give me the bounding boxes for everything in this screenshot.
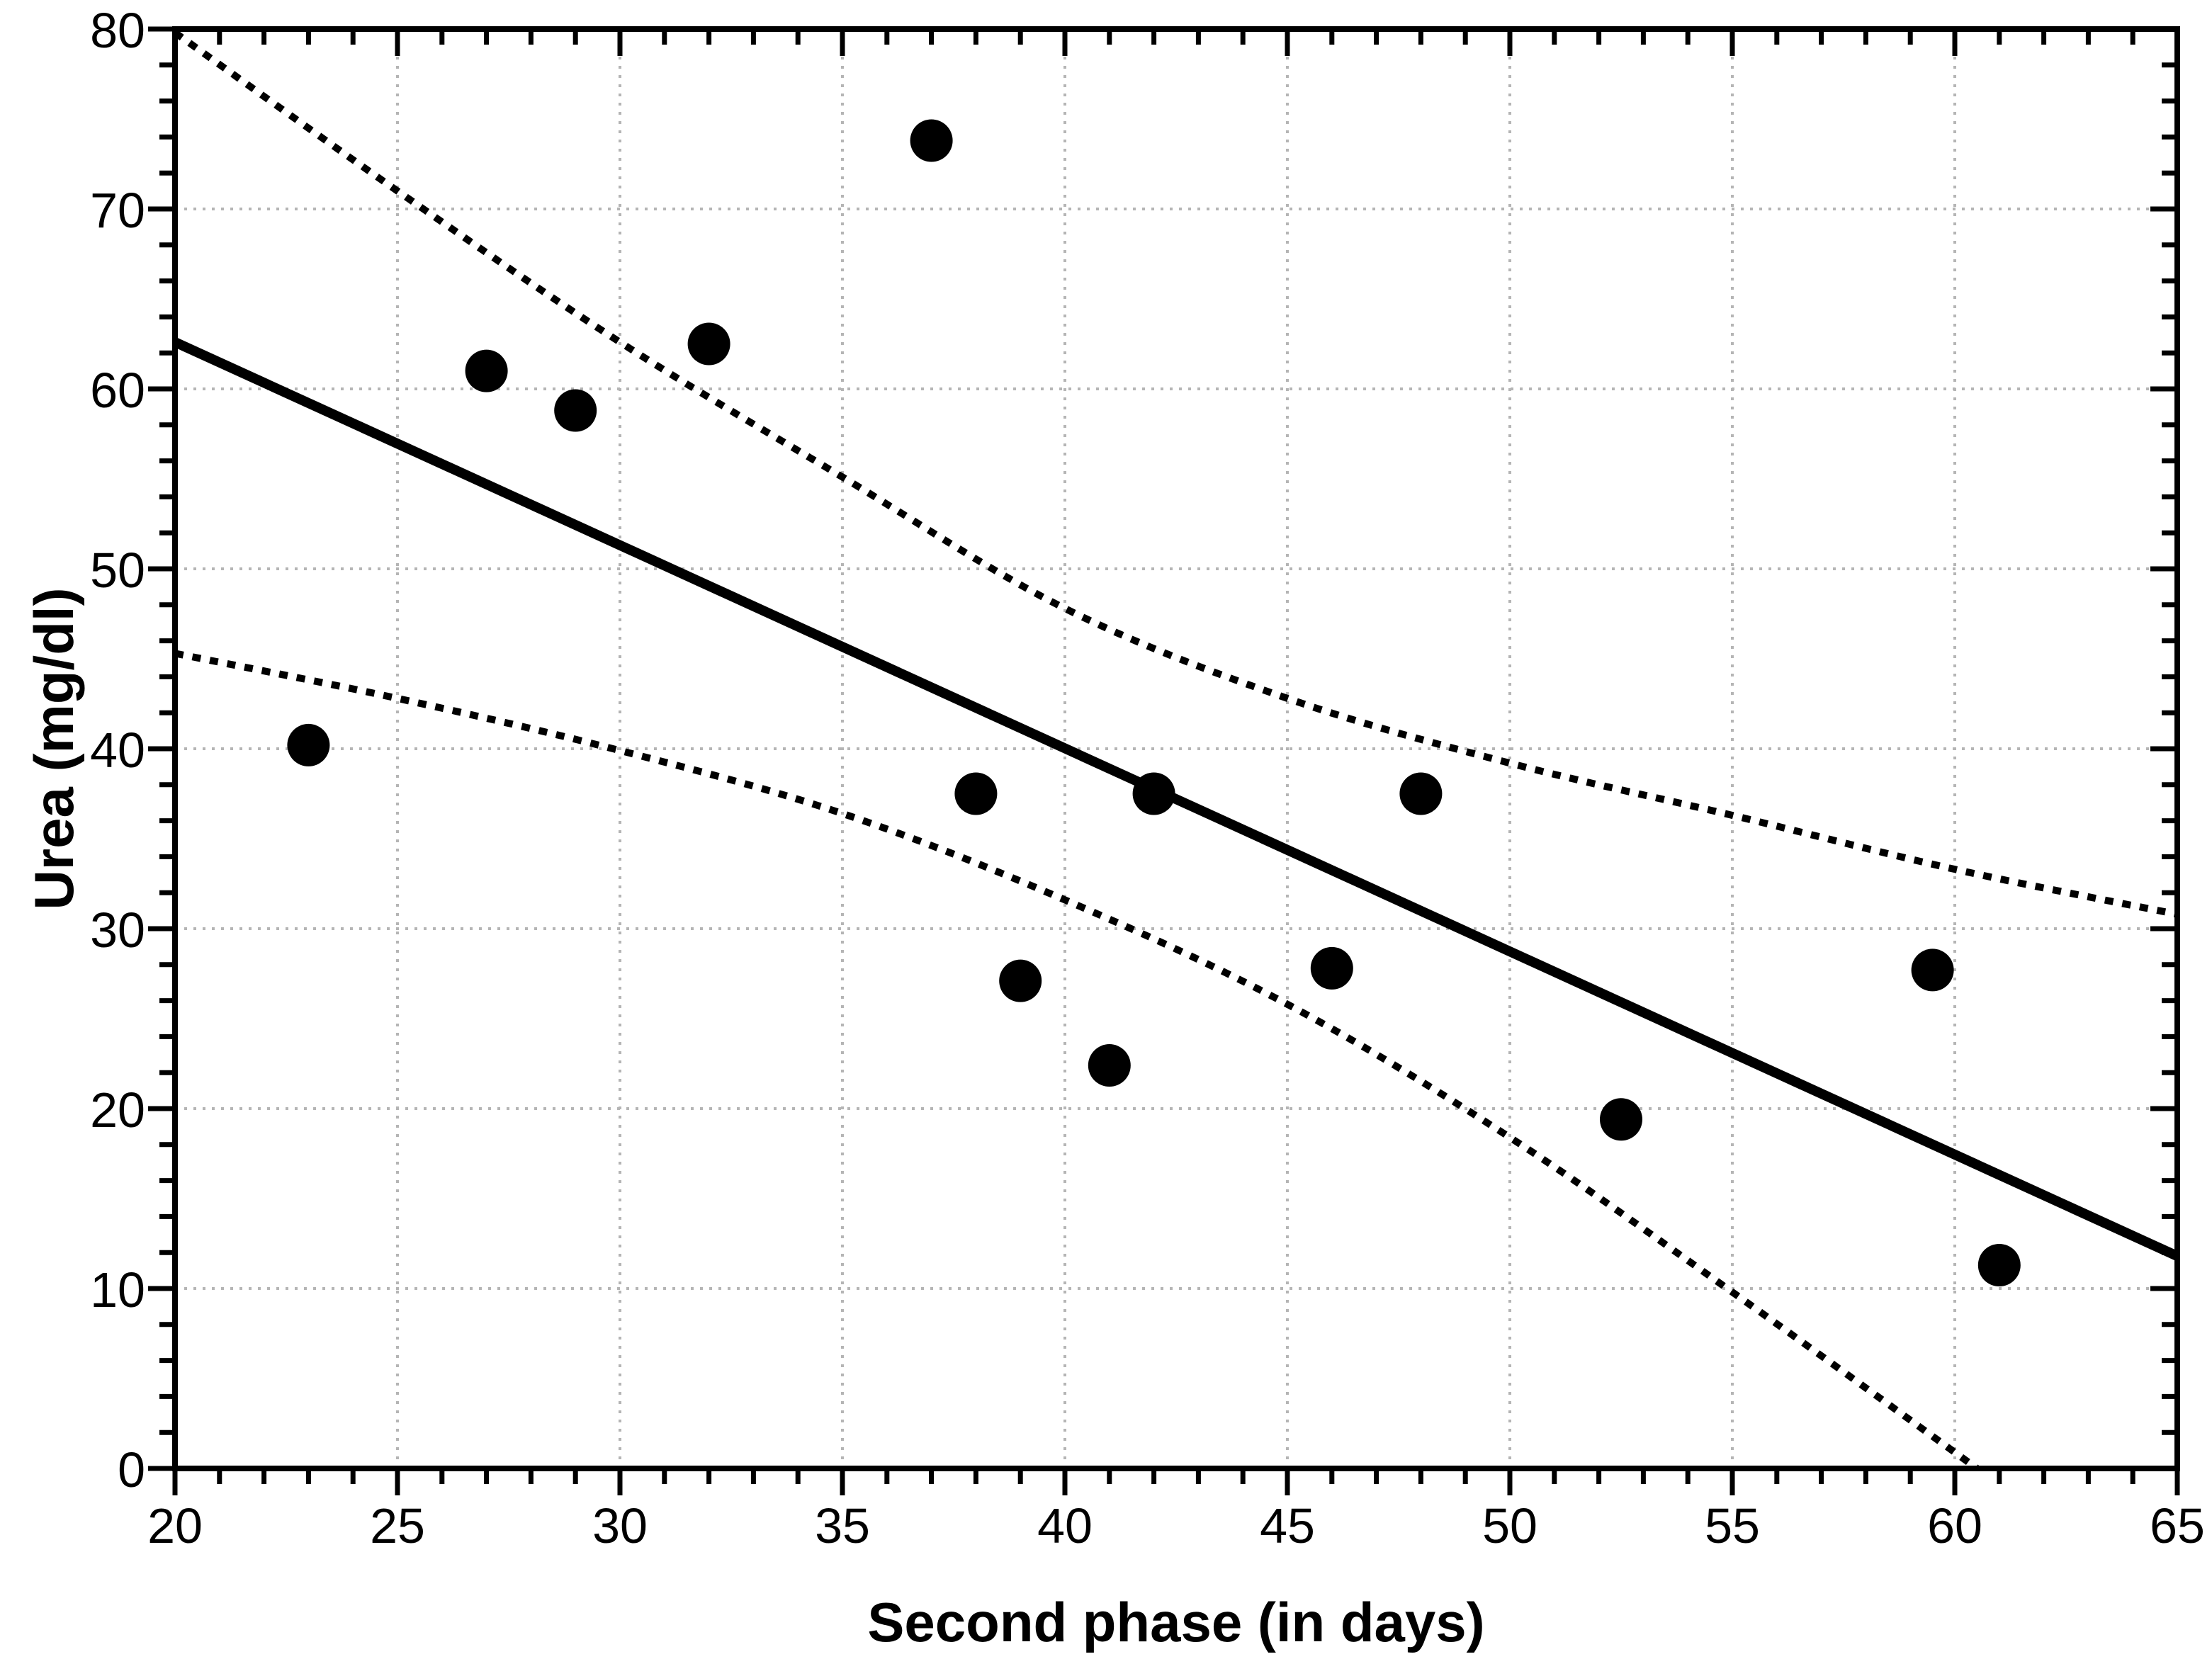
x-tick-label: 65 [2150, 1498, 2205, 1553]
data-point [1977, 1243, 2021, 1286]
data-point [910, 119, 953, 162]
data-point [287, 723, 330, 766]
data-point [465, 349, 508, 392]
data-point [1600, 1098, 1642, 1141]
x-tick-label: 20 [147, 1498, 203, 1553]
y-tick-label: 50 [90, 543, 145, 598]
data-point [1310, 946, 1353, 990]
x-tick-label: 50 [1482, 1498, 1537, 1553]
y-tick-label: 40 [90, 723, 145, 778]
y-tick-label: 0 [118, 1442, 145, 1497]
data-point [1911, 949, 1954, 992]
regression-line [173, 337, 2179, 1261]
data-point [554, 389, 597, 432]
y-tick-label: 60 [90, 363, 145, 418]
y-axis-title: Urea (mg/dl) [23, 587, 85, 910]
chart-plot-area: 20 25 30 35 40 45 50 55 60 65 0 10 20 30 40 50 60 70 80 [90, 3, 2205, 1553]
y-tick-label: 10 [90, 1262, 145, 1318]
data-point [1088, 1044, 1131, 1087]
x-tick-label: 60 [1927, 1498, 1982, 1553]
y-tick-label: 20 [90, 1082, 145, 1138]
data-point [999, 959, 1042, 1002]
data-point [1132, 772, 1175, 815]
y-tick-label: 80 [90, 3, 145, 58]
y-tick-label: 30 [90, 902, 145, 958]
x-tick-label: 40 [1037, 1498, 1093, 1553]
x-tick-label: 25 [370, 1498, 425, 1553]
upper-confidence-curve [173, 30, 2178, 918]
y-tick-label: 70 [90, 183, 145, 238]
x-tick-label: 30 [592, 1498, 648, 1553]
axis-frame [172, 26, 2180, 1471]
data-point [687, 322, 730, 366]
x-axis-title: Second phase (in days) [867, 1591, 1484, 1653]
x-tick-label: 35 [815, 1498, 870, 1553]
data-point [1399, 772, 1443, 815]
data-point [954, 772, 998, 815]
lower-confidence-curve [174, 650, 1980, 1472]
x-tick-label: 55 [1705, 1498, 1760, 1553]
x-tick-label: 45 [1260, 1498, 1315, 1553]
